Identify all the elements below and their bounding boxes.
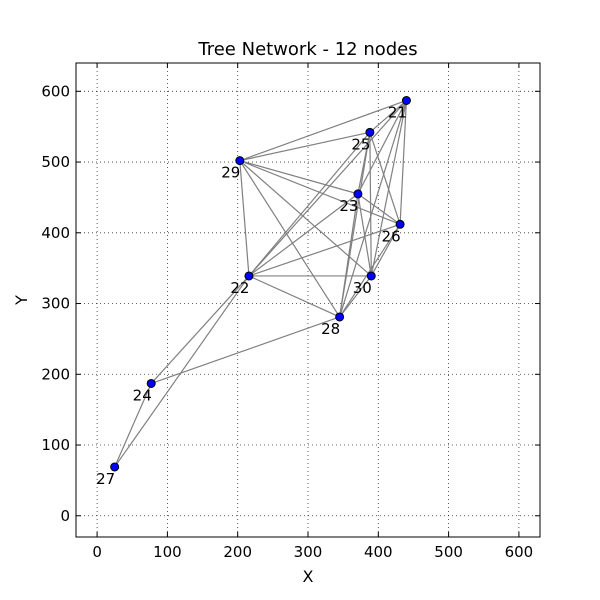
edge-line (339, 223, 401, 318)
x-tick-label: 600 (505, 543, 534, 561)
chart-title: Tree Network - 12 nodes (197, 39, 417, 60)
node-point (395, 219, 405, 229)
edge-line (399, 100, 408, 225)
y-tick-label: 0 (60, 507, 70, 525)
x-axis-label: X (303, 567, 314, 586)
x-tick-label: 100 (153, 543, 182, 561)
edge-line (248, 193, 359, 277)
y-tick-label: 200 (41, 365, 70, 383)
node-point (146, 378, 156, 388)
edges (114, 99, 408, 468)
edge-line (151, 316, 340, 385)
edge-line (114, 275, 250, 468)
y-tick-label: 300 (41, 295, 70, 313)
edge-line (239, 160, 250, 276)
node-label: 28 (321, 320, 340, 338)
node-point (401, 95, 411, 105)
node-point (335, 312, 345, 322)
node-label: 27 (96, 470, 115, 488)
node-point (244, 271, 254, 281)
x-tick-label: 400 (364, 543, 393, 561)
node-point (365, 127, 375, 137)
node-labels: 21 22 23 24 25 26 27 28 29 30 (96, 103, 407, 487)
ticks: 0 100 200 300 400 500 600 0 100 200 300 400 500 600 (41, 63, 540, 561)
node-point (235, 156, 245, 166)
edge-line (239, 160, 401, 225)
node-label: 30 (353, 279, 372, 297)
x-tick-label: 500 (434, 543, 463, 561)
y-tick-label: 500 (41, 153, 70, 171)
edge-line (369, 132, 401, 225)
node-label: 24 (133, 386, 152, 404)
node-label: 22 (230, 279, 249, 297)
node-label: 21 (388, 103, 407, 121)
edge-line (248, 100, 407, 277)
edge-line (239, 131, 370, 162)
y-axis-label: Y (12, 295, 31, 306)
edge-line (339, 193, 359, 318)
node-label: 25 (351, 135, 370, 153)
y-tick-label: 100 (41, 436, 70, 454)
edge-line (369, 132, 372, 276)
x-tick-label: 200 (223, 543, 252, 561)
edge-line (150, 275, 250, 384)
edge-line (239, 160, 341, 318)
plot-frame (75, 62, 541, 538)
edge-line (239, 160, 372, 277)
node-point (353, 189, 363, 199)
edge-line (239, 160, 359, 195)
edge-line (339, 275, 372, 318)
grid (76, 63, 540, 537)
y-tick-label: 400 (41, 224, 70, 242)
edge-line (357, 193, 401, 225)
node-label: 23 (339, 197, 358, 215)
edge-line (357, 193, 372, 277)
y-tick-label: 600 (41, 82, 70, 100)
nodes (110, 95, 411, 472)
x-tick-label: 300 (294, 543, 323, 561)
node-label: 26 (382, 227, 401, 245)
edge-line (357, 100, 407, 195)
edge-line (248, 223, 401, 277)
edge-line (239, 99, 407, 162)
node-label: 29 (221, 164, 240, 182)
x-tick-label: 0 (92, 543, 102, 561)
edge-line (370, 224, 401, 277)
edge-line (248, 131, 371, 277)
edge-line (339, 100, 407, 318)
node-point (366, 271, 376, 281)
edge-line (114, 383, 152, 468)
node-point (110, 462, 120, 472)
edge-line (369, 100, 407, 133)
edge-line (248, 275, 340, 318)
